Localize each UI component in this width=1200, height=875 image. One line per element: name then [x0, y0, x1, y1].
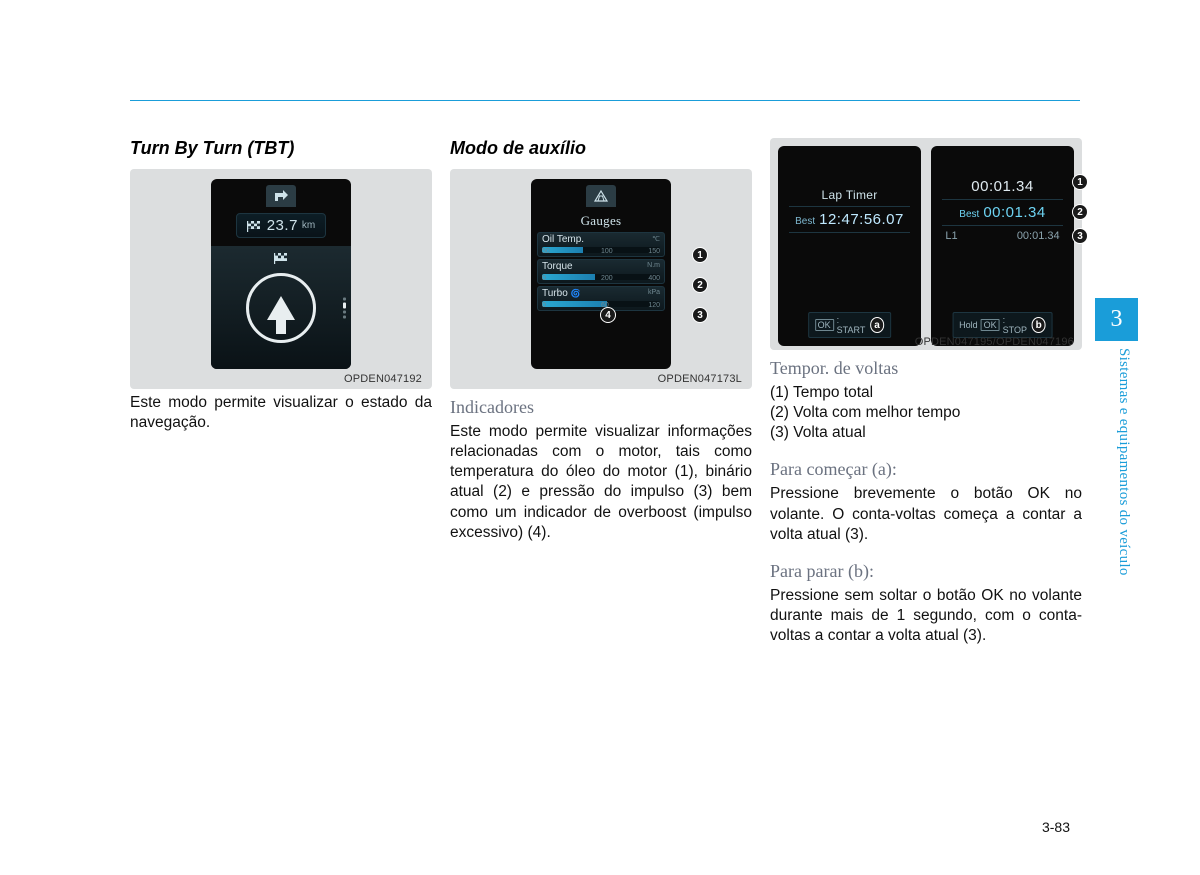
- lap-best-row: Best 12:47:56.07: [786, 211, 913, 228]
- col-tbt: Turn By Turn (TBT) 23.7 km: [130, 138, 432, 646]
- begin-heading: Para começar (a):: [770, 459, 1082, 480]
- gauge-row-oil: Oil Temp. ℃ 50 100 150: [537, 232, 665, 257]
- list-item: (1) Tempo total: [770, 383, 1082, 403]
- marker-a: a: [870, 317, 885, 333]
- marker-1: 1: [1072, 174, 1088, 190]
- marker-b: b: [1032, 317, 1046, 333]
- lap-l1-row: L1 00:01.34: [945, 230, 1059, 242]
- marker-2: 2: [1072, 204, 1088, 220]
- marker-3: 3: [1072, 228, 1088, 244]
- lap-device-left: Lap Timer Best 12:47:56.07 OK : START a: [778, 146, 921, 346]
- tick: 0: [542, 275, 546, 282]
- ok-action: : START: [837, 315, 867, 335]
- tbt-body: [211, 246, 351, 369]
- page-number: 3-83: [1042, 819, 1070, 835]
- gauge-text: Turbo: [542, 288, 568, 299]
- tick: 100: [601, 248, 613, 255]
- tbt-distance-value: 23.7: [267, 217, 298, 234]
- page-dots: [343, 297, 346, 318]
- stop-body: Pressione sem soltar o botão OK no volan…: [770, 586, 1082, 646]
- begin-body: Pressione brevemente o botão OK no volan…: [770, 484, 1082, 544]
- turbo-icon: 🌀: [571, 289, 581, 298]
- marker-3: 3: [692, 307, 708, 323]
- content-columns: Turn By Turn (TBT) 23.7 km: [130, 138, 1140, 646]
- list-item: (2) Volta com melhor tempo: [770, 403, 1082, 423]
- indicadores-heading: Indicadores: [450, 397, 752, 418]
- gauges-device: Gauges Oil Temp. ℃ 50 100 150 Torque N.m: [531, 179, 671, 369]
- list-item: (3) Volta atual: [770, 423, 1082, 443]
- tbt-title: Turn By Turn (TBT): [130, 138, 432, 159]
- flag-icon: [274, 252, 288, 264]
- arrow-up-icon: [267, 296, 295, 320]
- total-time: 00:01.34: [971, 178, 1033, 195]
- l1-label: L1: [945, 230, 957, 242]
- tbt-tab-icon: [266, 185, 296, 207]
- gauge-fill: [542, 274, 595, 280]
- pair-caption: OPDEN047195/OPDEN047196: [915, 332, 1074, 348]
- gauge-unit: N.m: [647, 262, 660, 269]
- gauge-label: Torque: [542, 262, 660, 272]
- marker-2: 2: [692, 277, 708, 293]
- tbt-direction-circle: [246, 273, 316, 343]
- gauges-caption: OPDEN047173L: [460, 369, 742, 385]
- tempor-heading: Tempor. de voltas: [770, 358, 1082, 379]
- gauge-row-turbo: Turbo 🌀 kPa 0 60 120: [537, 286, 665, 311]
- tick: 50: [542, 248, 550, 255]
- assist-title: Modo de auxílio: [450, 138, 752, 159]
- marker-4: 4: [600, 307, 616, 323]
- gauge-unit: ℃: [652, 235, 660, 243]
- tick: 120: [648, 302, 660, 309]
- ok-start-bar: OK : START a: [808, 312, 892, 338]
- gauge-row-torque: Torque N.m 0 200 400: [537, 259, 665, 284]
- ok-key: OK: [981, 319, 1000, 331]
- gauge-label: Oil Temp.: [542, 235, 660, 245]
- tick: 200: [601, 275, 613, 282]
- gauges-rows: Oil Temp. ℃ 50 100 150 Torque N.m 0 200 …: [531, 232, 671, 311]
- gauge-unit: kPa: [648, 289, 660, 296]
- gauge-label: Turbo 🌀: [542, 289, 660, 299]
- tbt-body-text: Este modo permite visualizar o estado da…: [130, 393, 432, 433]
- laptimer-figure: Lap Timer Best 12:47:56.07 OK : START a …: [770, 138, 1082, 350]
- lap-title: Lap Timer: [821, 188, 877, 202]
- best-label: Best: [959, 209, 979, 220]
- best-label: Best: [795, 216, 815, 227]
- tbt-device: 23.7 km: [211, 179, 351, 369]
- lap-total-row: 00:01.34: [939, 178, 1066, 195]
- marker-1: 1: [692, 247, 708, 263]
- tempor-list: (1) Tempo total (2) Volta com melhor tem…: [770, 383, 1082, 443]
- tbt-figure: 23.7 km OPDEN047192: [130, 169, 432, 389]
- indicadores-body: Este modo permite visualizar informações…: [450, 422, 752, 543]
- tick: 0: [542, 302, 546, 309]
- lap-best-row: Best 00:01.34: [939, 204, 1066, 221]
- chapter-side-label: Sistemas e equipamentos do veículo: [1115, 348, 1132, 576]
- top-rule: [130, 100, 1080, 101]
- tbt-distance-unit: km: [302, 220, 315, 231]
- gauges-tab-icon: [586, 185, 616, 207]
- ok-prefix: Hold: [959, 320, 978, 330]
- col-laptimer: Lap Timer Best 12:47:56.07 OK : START a …: [770, 138, 1082, 646]
- tick: 150: [648, 248, 660, 255]
- best-time: 12:47:56.07: [819, 211, 904, 228]
- col-assist: Modo de auxílio Gauges Oil Temp. ℃ 50 10…: [450, 138, 752, 646]
- best-time: 00:01.34: [983, 204, 1045, 221]
- gauges-figure: Gauges Oil Temp. ℃ 50 100 150 Torque N.m: [450, 169, 752, 389]
- ok-key: OK: [815, 319, 834, 331]
- stop-heading: Para parar (b):: [770, 561, 1082, 582]
- tbt-caption: OPDEN047192: [140, 369, 422, 385]
- lap-device-right: 00:01.34 Best 00:01.34 L1 00:01.34 Hold …: [931, 146, 1074, 346]
- tbt-distance-badge: 23.7 km: [236, 213, 327, 238]
- gauge-fill: [542, 301, 607, 307]
- chapter-tab: 3: [1095, 298, 1138, 341]
- gauges-title-label: Gauges: [581, 213, 622, 229]
- flag-icon: [247, 220, 261, 232]
- l1-time: 00:01.34: [1017, 230, 1060, 242]
- tick: 400: [648, 275, 660, 282]
